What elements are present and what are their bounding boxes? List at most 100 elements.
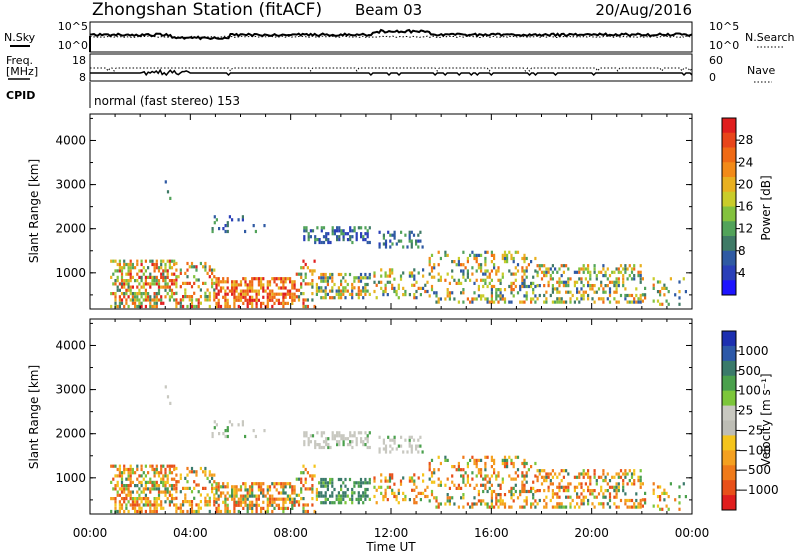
velocity-cell — [473, 486, 476, 490]
velocity-cell — [378, 450, 381, 454]
velocity-cell — [127, 493, 130, 497]
power-cell — [484, 269, 487, 273]
power-cell — [340, 282, 343, 287]
power-cell — [280, 292, 283, 296]
power-cell — [499, 297, 502, 301]
velocity-cell — [136, 464, 139, 468]
power-cell — [556, 270, 559, 274]
velocity-cell — [322, 431, 326, 435]
power-cell — [268, 298, 272, 302]
power-cell — [551, 277, 554, 281]
power-cell — [338, 226, 341, 230]
power-cell — [506, 260, 509, 264]
velocity-cell — [253, 503, 256, 507]
velocity-cell — [208, 480, 211, 484]
power-cell — [266, 298, 269, 302]
power-cell — [233, 283, 236, 287]
velocity-cell — [486, 480, 489, 484]
power-cell — [380, 268, 383, 272]
velocity-cell — [134, 500, 137, 504]
power-cell — [493, 253, 496, 257]
velocity-cell — [554, 472, 557, 476]
velocity-cell — [399, 479, 403, 483]
velocity-cell — [224, 500, 227, 504]
velocity-cell — [242, 494, 245, 498]
velocity-cell — [477, 471, 480, 475]
power-cell — [324, 296, 327, 300]
power-cell — [260, 283, 263, 287]
power-cell — [120, 282, 124, 286]
power-cell — [558, 290, 561, 294]
velocity-cell — [251, 509, 254, 514]
velocity-cell — [382, 447, 385, 451]
power-cell — [273, 280, 276, 284]
power-cell — [300, 292, 303, 296]
velocity-cell — [322, 477, 325, 482]
velocity-cell — [602, 469, 605, 473]
velocity-cell — [170, 497, 174, 501]
power-cell — [378, 242, 381, 246]
velocity-cell — [589, 479, 592, 483]
power-cell — [248, 295, 252, 299]
velocity-cell — [142, 471, 145, 475]
velocity-cell — [224, 485, 227, 489]
power-cell — [608, 300, 612, 304]
velocity-cell — [284, 482, 287, 486]
velocity-cell — [162, 464, 165, 468]
velocity-cell — [521, 505, 524, 509]
velocity-cell — [136, 497, 139, 501]
power-cell — [333, 229, 336, 233]
power-cell — [320, 296, 323, 300]
velocity-cell — [175, 466, 178, 471]
velocity-cell — [211, 432, 214, 436]
velocity-cell — [116, 484, 119, 488]
power-cell — [268, 292, 272, 296]
power-cell — [260, 304, 263, 309]
velocity-cell — [182, 486, 185, 490]
velocity-cell — [578, 505, 581, 509]
power-cell — [462, 288, 465, 292]
velocity-cell — [315, 497, 318, 501]
power-cell — [120, 285, 124, 289]
velocity-cell — [567, 485, 570, 489]
velocity-cell — [336, 443, 339, 447]
freq-tick-high: 18 — [72, 54, 86, 67]
power-cell — [490, 291, 493, 295]
velocity-cell — [359, 477, 363, 482]
power-cell — [482, 294, 485, 298]
velocity-cell — [417, 450, 420, 454]
power-cell — [235, 289, 238, 293]
power-cell — [477, 263, 480, 267]
power-cell — [213, 298, 216, 302]
power-cell — [340, 289, 343, 293]
velocity-cell — [157, 493, 161, 497]
power-cell — [336, 235, 339, 239]
y-tick-label: 4000 — [55, 338, 86, 352]
power-cell — [521, 269, 524, 273]
velocity-cell — [164, 487, 167, 491]
power-cell — [357, 279, 360, 283]
power-cell — [304, 275, 307, 279]
velocity-cell — [260, 485, 263, 489]
velocity-cell — [237, 500, 240, 504]
power-cell — [140, 304, 143, 309]
power-cell — [602, 287, 605, 291]
velocity-cell — [613, 489, 616, 493]
velocity-cell — [366, 481, 369, 485]
power-cell — [366, 232, 369, 236]
velocity-cell — [342, 443, 345, 447]
power-cell — [397, 296, 400, 300]
power-cell — [635, 287, 638, 291]
power-cell — [582, 297, 585, 301]
velocity-cell — [532, 496, 535, 500]
velocity-cell — [493, 458, 496, 462]
power-cell — [413, 283, 416, 287]
power-cell — [413, 268, 416, 272]
power-cell — [244, 277, 247, 281]
velocity-cell — [195, 473, 198, 477]
velocity-cell — [118, 503, 121, 507]
velocity-cell — [164, 490, 167, 494]
velocity-cell — [335, 497, 338, 501]
velocity-cell — [142, 503, 145, 507]
power-cell — [120, 298, 124, 302]
